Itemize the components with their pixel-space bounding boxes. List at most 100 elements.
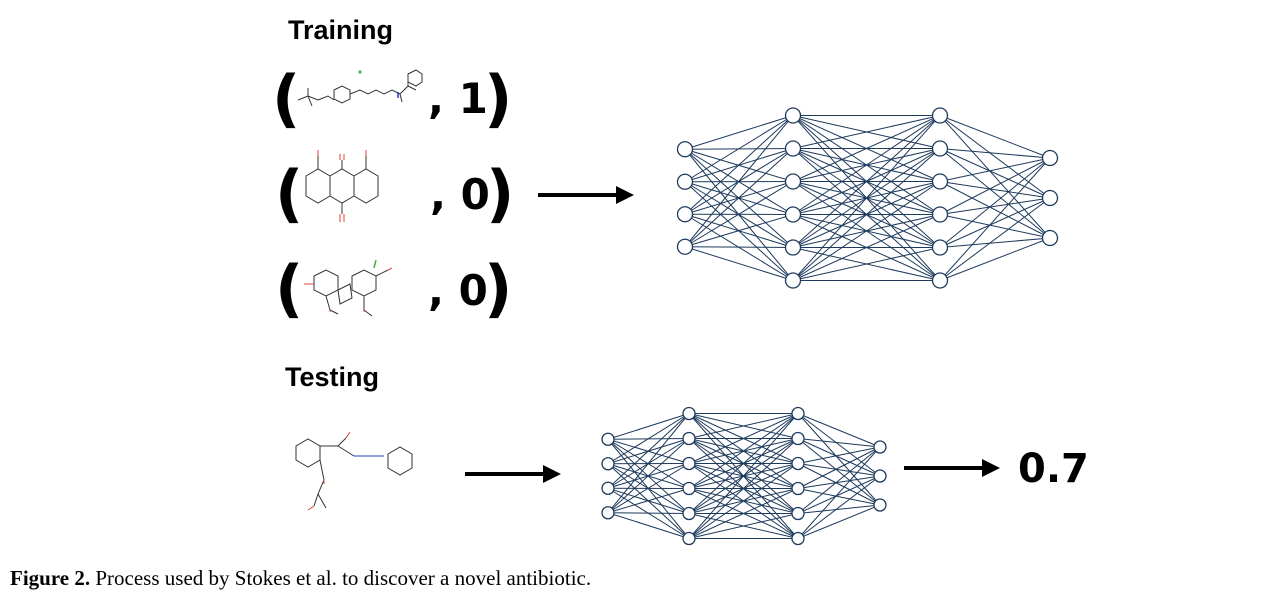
network-edge xyxy=(684,181,794,248)
network-edge xyxy=(939,115,1051,159)
training-arrow-icon xyxy=(538,186,634,204)
network-edge xyxy=(797,475,881,489)
network-edge xyxy=(939,197,1051,215)
neural-network-diagram xyxy=(676,107,1059,289)
network-node xyxy=(784,206,802,223)
network-node xyxy=(791,531,805,546)
network-node xyxy=(931,206,949,223)
network-edge xyxy=(792,115,941,281)
network-edge xyxy=(607,512,690,539)
network-edge xyxy=(939,115,1051,239)
network-node xyxy=(682,431,696,446)
network-edge xyxy=(688,488,799,539)
network-edge xyxy=(684,115,794,248)
network-edge xyxy=(607,512,690,514)
network-node xyxy=(676,238,694,255)
network-edge xyxy=(688,413,799,489)
network-edge xyxy=(939,181,1051,239)
network-node xyxy=(676,206,694,223)
molecule-structure-2 xyxy=(305,150,379,222)
close-paren: ) xyxy=(484,252,513,325)
network-edge xyxy=(797,504,881,514)
training-label: , 0 xyxy=(430,170,490,219)
caption-label: Figure 2. xyxy=(10,566,91,590)
network-node xyxy=(601,457,615,471)
network-node xyxy=(1041,149,1059,167)
network-node xyxy=(682,531,696,546)
open-paren: ( xyxy=(275,252,304,325)
network-edge xyxy=(797,446,881,539)
network-edge xyxy=(797,488,881,506)
network-edge xyxy=(797,413,881,477)
network-node xyxy=(931,239,949,256)
network-edge xyxy=(688,463,799,539)
network-edge xyxy=(684,115,794,150)
network-edge xyxy=(607,413,690,489)
close-paren: ) xyxy=(484,62,513,135)
network-edge xyxy=(797,438,881,506)
network-edge xyxy=(939,197,1051,281)
network-edge xyxy=(792,181,941,281)
network-edge xyxy=(939,237,1051,281)
network-edge xyxy=(797,413,881,506)
caption-text: Process used by Stokes et al. to discove… xyxy=(90,566,592,590)
network-node xyxy=(784,173,802,190)
network-node xyxy=(784,272,802,289)
network-node xyxy=(931,140,949,157)
network-edge xyxy=(688,513,799,539)
network-node xyxy=(682,506,696,521)
network-edge xyxy=(939,157,1051,281)
network-edge xyxy=(607,413,690,465)
network-node xyxy=(931,272,949,289)
network-edge xyxy=(607,438,690,514)
network-node xyxy=(791,481,805,496)
molecule-structure-1 xyxy=(297,69,423,107)
network-node xyxy=(791,431,805,446)
network-node xyxy=(931,173,949,190)
network-edge xyxy=(792,115,941,215)
testing-arrow-icon xyxy=(465,465,561,483)
network-edge xyxy=(797,438,881,448)
network-edge xyxy=(939,115,1051,199)
network-edge xyxy=(939,157,1051,248)
network-edge xyxy=(797,475,881,539)
network-node xyxy=(601,506,615,520)
network-edge xyxy=(607,488,690,514)
network-edge xyxy=(939,181,1051,199)
network-node xyxy=(682,406,696,421)
testing-heading: Testing xyxy=(285,362,379,392)
network-edge xyxy=(939,214,1051,239)
close-paren: ) xyxy=(486,157,515,230)
network-node xyxy=(931,107,949,124)
prediction-arrow-icon xyxy=(904,459,1000,477)
network-edge xyxy=(797,463,881,477)
network-edge xyxy=(607,463,690,514)
network-node xyxy=(791,456,805,471)
network-node xyxy=(676,141,694,158)
network-edge xyxy=(797,475,881,514)
network-edge xyxy=(797,446,881,514)
network-edge xyxy=(688,413,799,514)
training-label: , 1 xyxy=(428,74,488,123)
network-edge xyxy=(797,504,881,539)
network-edge xyxy=(939,197,1051,248)
network-edge xyxy=(688,413,799,439)
network-node xyxy=(784,140,802,157)
open-paren: ( xyxy=(272,62,301,135)
network-node xyxy=(601,481,615,495)
network-edge xyxy=(792,115,941,149)
network-edge xyxy=(684,115,794,215)
test-molecule-structure xyxy=(295,431,413,511)
network-edge xyxy=(684,214,794,248)
network-node xyxy=(791,406,805,421)
network-node xyxy=(682,456,696,471)
network-edge xyxy=(797,413,881,448)
network-node xyxy=(1041,189,1059,207)
network-edge xyxy=(684,246,794,248)
network-edge xyxy=(792,148,941,281)
prediction-value: 0.7 xyxy=(1018,446,1089,492)
network-edge xyxy=(607,413,690,514)
network-edge xyxy=(939,148,1051,239)
network-node xyxy=(873,440,887,454)
network-edge xyxy=(797,438,881,477)
